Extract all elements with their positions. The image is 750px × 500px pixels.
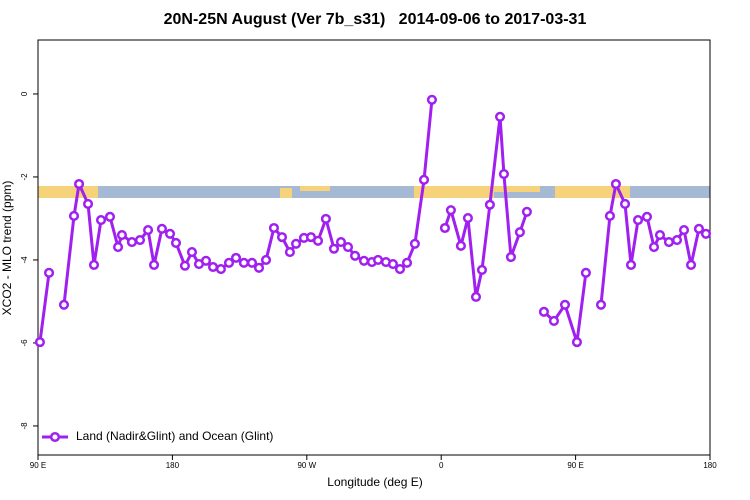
data-point: [663, 237, 674, 248]
data-point: [186, 247, 198, 258]
data-point: [387, 259, 399, 270]
data-point: [112, 242, 124, 253]
y-tick-label: -6: [20, 339, 29, 347]
data-point: [320, 213, 331, 224]
data-point: [116, 230, 127, 241]
legend-marker: [49, 431, 61, 443]
data-point: [215, 264, 226, 275]
data-point: [200, 255, 212, 266]
data-point: [445, 205, 456, 216]
data-point: [571, 337, 582, 348]
data-point: [625, 259, 637, 270]
y-tick-label: -2: [20, 173, 29, 181]
data-point: [268, 222, 279, 234]
data-point: [230, 252, 242, 263]
data-point: [394, 264, 406, 275]
data-point: [610, 178, 621, 190]
data-point: [358, 255, 370, 266]
data-point: [654, 230, 666, 241]
data-point: [604, 210, 615, 222]
data-point: [342, 242, 354, 253]
data-point: [685, 259, 697, 270]
data-point: [349, 250, 361, 261]
data-point: [619, 198, 631, 209]
data-point: [678, 225, 690, 236]
data-point: [559, 299, 571, 310]
data-point: [372, 254, 384, 266]
x-tick-label: 90 E: [567, 461, 583, 470]
data-point: [74, 178, 85, 190]
data-point: [439, 222, 450, 234]
y-tick-label: -4: [20, 256, 29, 264]
data-point: [521, 206, 532, 217]
series-line: [38, 99, 707, 343]
data-point: [595, 299, 607, 310]
x-tick-label: 0: [439, 461, 444, 470]
data-point: [426, 94, 437, 105]
data-point: [44, 267, 55, 278]
data-point: [207, 261, 219, 273]
data-point: [260, 254, 272, 266]
x-tick-label: 90 W: [297, 461, 316, 470]
data-point: [238, 257, 249, 268]
data-point: [134, 234, 146, 246]
data-point: [671, 234, 683, 246]
data-point: [34, 337, 45, 348]
data-point: [312, 235, 324, 246]
data-point: [514, 227, 525, 238]
data-point: [494, 111, 506, 122]
x-tick-label: 180: [166, 461, 180, 470]
chart-title: 20N-25N August (Ver 7b_s31) 2014-09-06 t…: [164, 11, 587, 28]
data-point: [290, 238, 302, 249]
data-point: [95, 215, 107, 226]
data-point: [641, 211, 653, 222]
data-point: [548, 315, 559, 327]
data-point: [170, 237, 182, 248]
data-point: [179, 260, 190, 271]
data-point: [104, 211, 116, 222]
data-point: [648, 242, 660, 253]
data-point: [498, 168, 509, 180]
data-point: [455, 240, 466, 251]
data-point: [484, 199, 495, 210]
data-point: [335, 237, 347, 248]
data-point: [401, 257, 413, 268]
data-point: [700, 228, 712, 239]
x-axis-label: Longitude (deg E): [327, 475, 422, 489]
data-point: [88, 259, 100, 270]
x-tick-label: 180: [703, 461, 717, 470]
data-point: [476, 264, 488, 275]
data-point: [418, 174, 430, 185]
data-point: [253, 262, 265, 273]
y-tick-label: 0: [20, 91, 29, 96]
plot-frame: [37, 39, 711, 456]
x-tick-label: 90 E: [30, 461, 46, 470]
data-point: [126, 237, 137, 248]
data-point: [632, 215, 644, 226]
data-point: [505, 251, 516, 263]
data-point: [284, 247, 295, 258]
data-point: [82, 198, 94, 209]
data-point: [143, 225, 154, 236]
data-point: [580, 267, 591, 278]
data-point: [58, 299, 70, 310]
data-point: [164, 228, 176, 239]
y-tick-label: -8: [20, 422, 29, 430]
data-point: [276, 232, 288, 243]
data-point: [462, 212, 473, 224]
legend-label: Land (Nadir&Glint) and Ocean (Glint): [76, 429, 273, 443]
data-point: [223, 257, 235, 268]
data-point: [156, 223, 167, 234]
data-point: [470, 291, 482, 302]
data-point: [246, 257, 258, 268]
data-point: [538, 306, 549, 317]
data-point: [328, 243, 340, 254]
data-point: [68, 210, 80, 222]
data-point: [148, 259, 160, 270]
data-point: [693, 223, 704, 234]
y-axis-label: XCO2 - MLO trend (ppm): [0, 181, 14, 316]
data-point: [409, 238, 420, 249]
land-ocean-strip: [38, 186, 710, 198]
